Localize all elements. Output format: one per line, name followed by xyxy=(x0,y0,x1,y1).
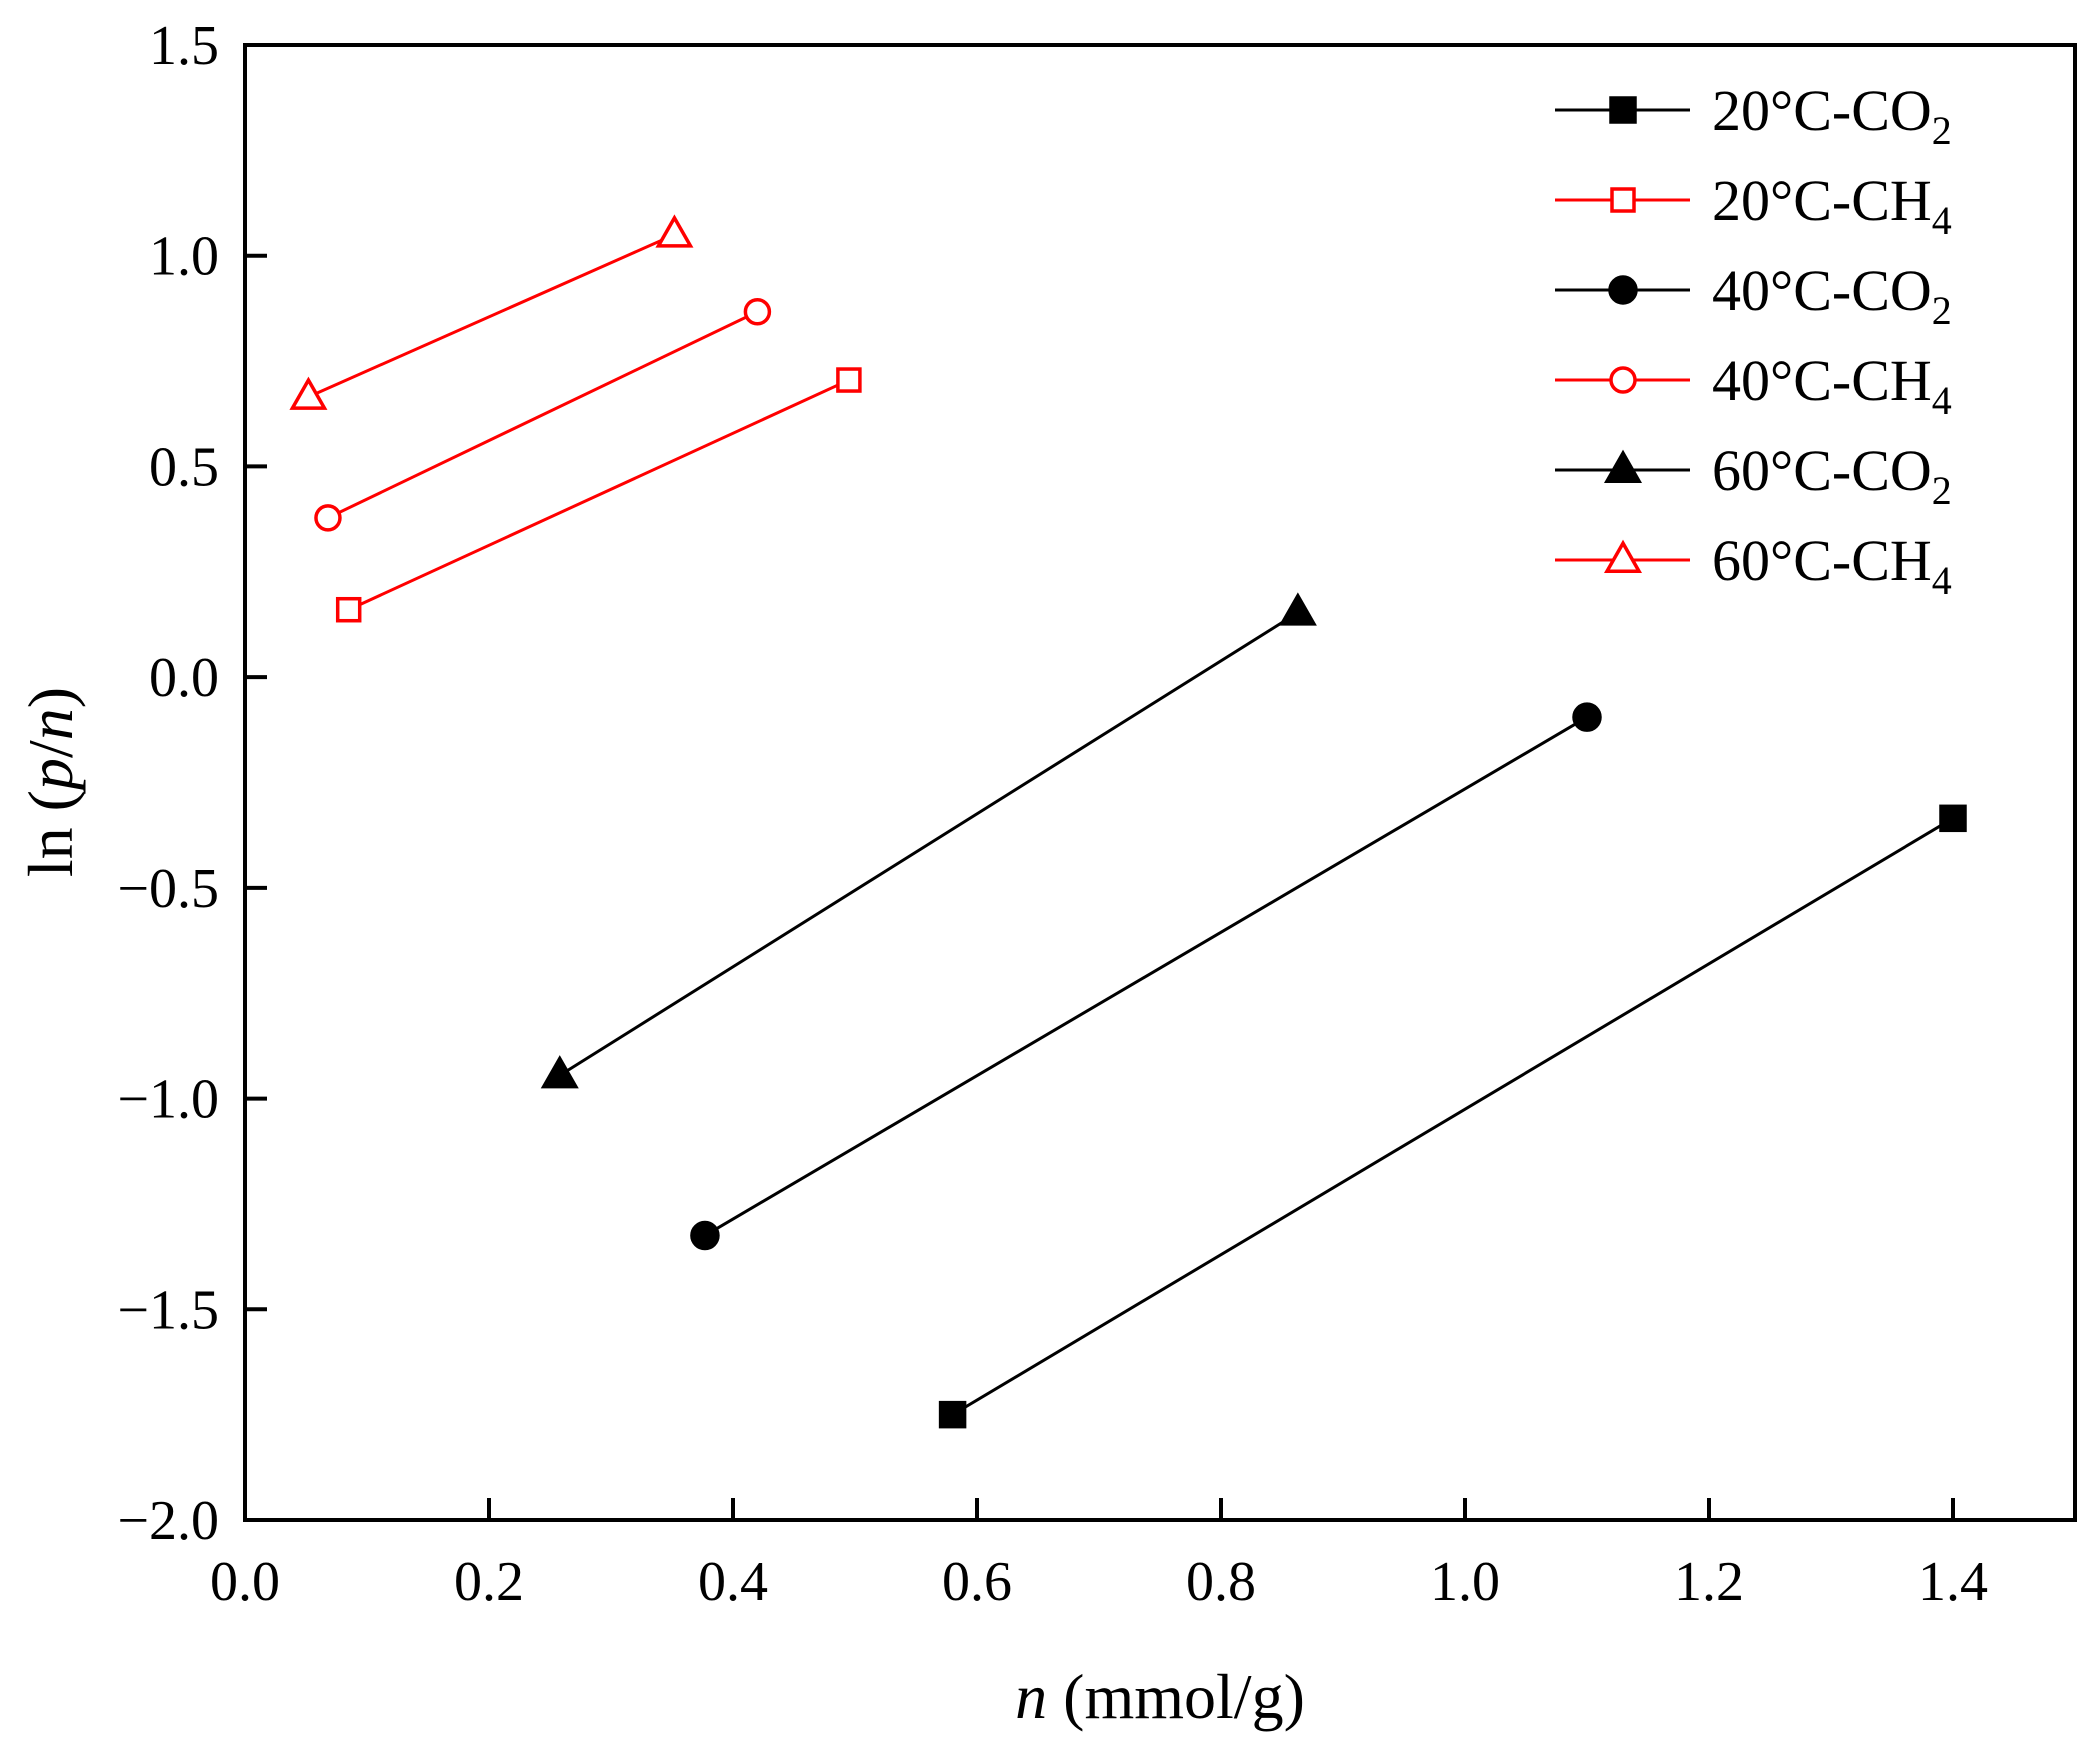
x-axis-title-units: (mmol/g) xyxy=(1047,1661,1305,1732)
data-point xyxy=(655,214,694,248)
legend-item: 60°C-CH4 xyxy=(1555,528,1952,603)
legend-item: 40°C-CH4 xyxy=(1555,348,1952,423)
x-axis-title-italic: n xyxy=(1015,1661,1047,1732)
svg-text:ln (p/n): ln (p/n) xyxy=(15,687,86,877)
data-point xyxy=(1939,804,1967,833)
legend-item: 20°C-CO2 xyxy=(1555,78,1952,153)
data-point xyxy=(540,1055,579,1089)
legend-item: 20°C-CH4 xyxy=(1555,168,1952,243)
y-tick-label: 1.5 xyxy=(149,15,219,77)
y-axis-title-pre: ln ( xyxy=(15,790,86,877)
legend-marker xyxy=(1609,366,1637,394)
legend-label: 20°C-CO2 xyxy=(1712,78,1952,153)
plot-area: 0.0 0.2 0.4 0.6 0.8 1.0 1.2 1.4 −2.0 −1.5 −1.0 −0.5… xyxy=(117,15,2077,1613)
series-3 xyxy=(690,702,1602,1251)
data-point xyxy=(1572,702,1602,732)
legend-marker xyxy=(1603,539,1643,573)
legend-marker xyxy=(1609,96,1637,124)
y-axis-title-p: p xyxy=(15,758,86,794)
data-point xyxy=(743,298,772,326)
data-point xyxy=(690,1220,720,1251)
data-point xyxy=(314,504,342,532)
legend-label: 60°C-CO2 xyxy=(1712,438,1952,513)
y-tick-label: −1.5 xyxy=(117,1279,219,1341)
series-1 xyxy=(938,804,1967,1429)
y-axis-title-n: n xyxy=(15,708,86,740)
data-point xyxy=(836,367,862,393)
y-tick-label: −1.0 xyxy=(117,1069,219,1131)
y-tick-label: −0.5 xyxy=(117,858,219,920)
series-line xyxy=(558,611,1299,1077)
svg-text:n (mmol/g): n (mmol/g) xyxy=(1015,1661,1305,1732)
legend-item: 40°C-CO2 xyxy=(1555,258,1952,333)
series-line xyxy=(951,817,1954,1416)
plot-frame xyxy=(243,43,2077,1522)
legend-label: 40°C-CO2 xyxy=(1712,258,1952,333)
y-tick-label: 1.0 xyxy=(149,226,219,288)
series-4 xyxy=(314,298,772,532)
data-point xyxy=(289,376,328,410)
y-axis-title: ln (p/n) xyxy=(15,687,86,877)
x-tick-label: 1.0 xyxy=(1430,1551,1500,1613)
legend-marker xyxy=(1603,449,1643,483)
legend: 20°C-CO2 20°C-CH4 40°C-CO2 40°C-CH4 60°C-CO2… xyxy=(1555,78,1952,603)
x-tick-label: 0.8 xyxy=(1186,1551,1256,1613)
x-tick-label: 1.2 xyxy=(1674,1551,1744,1613)
y-tick-label: 0.0 xyxy=(149,647,219,709)
y-axis-title-post: ) xyxy=(15,687,86,708)
series-line xyxy=(704,715,1588,1237)
series-layer xyxy=(289,214,1967,1429)
legend-marker xyxy=(1610,187,1636,213)
data-point xyxy=(1278,592,1317,626)
x-axis-title: n (mmol/g) xyxy=(1015,1661,1305,1732)
legend-marker xyxy=(1608,275,1638,305)
x-tick-label: 1.4 xyxy=(1918,1551,1988,1613)
series-line xyxy=(307,233,676,399)
series-line xyxy=(348,378,850,612)
legend-item: 60°C-CO2 xyxy=(1555,438,1952,513)
series-6 xyxy=(289,214,694,410)
data-point xyxy=(335,596,362,623)
x-tick-label: 0.0 xyxy=(210,1551,280,1613)
series-5 xyxy=(540,592,1317,1089)
legend-label: 40°C-CH4 xyxy=(1712,348,1952,423)
series-2 xyxy=(335,367,862,623)
x-tick-label: 0.2 xyxy=(454,1551,524,1613)
x-tick-label: 0.6 xyxy=(942,1551,1012,1613)
data-point xyxy=(938,1400,967,1429)
y-axis-title-slash: / xyxy=(15,740,86,758)
axis-ticks: 0.0 0.2 0.4 0.6 0.8 1.0 1.2 1.4 −2.0 −1.5 −1.0 −0.5… xyxy=(117,15,1988,1613)
legend-label: 60°C-CH4 xyxy=(1712,528,1952,603)
legend-label: 20°C-CH4 xyxy=(1712,168,1952,243)
series-line xyxy=(327,310,759,520)
y-tick-label: −2.0 xyxy=(117,1490,219,1552)
y-tick-label: 0.5 xyxy=(149,436,219,498)
x-tick-label: 0.4 xyxy=(698,1551,768,1613)
